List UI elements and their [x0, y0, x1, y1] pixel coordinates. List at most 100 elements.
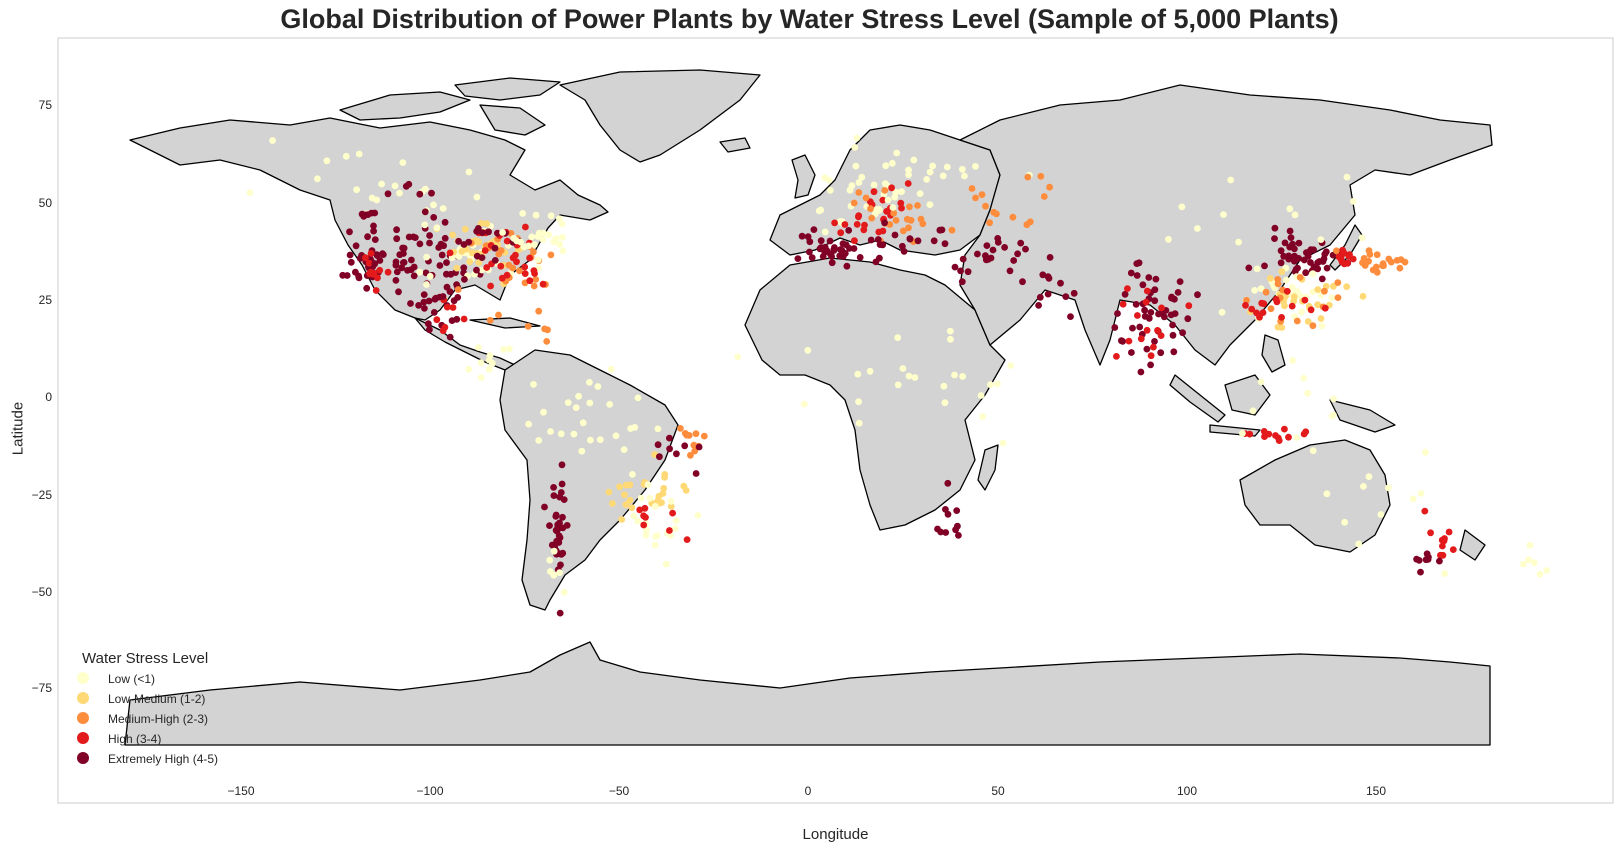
power-plant-point [671, 525, 679, 532]
legend-label: Medium-High (2-3) [108, 712, 208, 726]
power-plant-point [816, 245, 824, 253]
power-plant-point [370, 227, 377, 235]
power-plant-point [495, 311, 502, 319]
power-plant-point [806, 248, 813, 256]
power-plant-point [556, 569, 563, 576]
power-plant-point [376, 266, 384, 274]
power-plant-point [1151, 297, 1159, 305]
power-plant-point [941, 399, 949, 407]
power-plant-point [804, 233, 812, 241]
power-plant-point [843, 262, 851, 270]
power-plant-point [695, 443, 703, 451]
power-plant-point [548, 541, 556, 549]
power-plant-point [425, 297, 433, 305]
power-plant-point [904, 180, 912, 187]
power-plant-point [1333, 247, 1340, 255]
power-plant-point [572, 404, 580, 411]
power-plant-point [530, 282, 538, 290]
power-plant-point [556, 609, 564, 617]
power-plant-point [428, 189, 435, 197]
power-plant-point [642, 531, 650, 539]
power-plant-point [630, 512, 638, 520]
power-plant-point [734, 353, 742, 361]
power-plant-point [1427, 529, 1434, 537]
power-plant-point [1288, 302, 1296, 310]
power-plant-point [374, 274, 381, 282]
power-plant-point [510, 234, 518, 242]
power-plant-point [587, 436, 594, 444]
power-plant-point [1022, 245, 1029, 253]
power-plant-point [943, 163, 951, 171]
power-plant-point [586, 399, 594, 407]
power-plant-point [926, 201, 934, 209]
power-plant-point [1132, 301, 1140, 308]
power-plant-point [1301, 296, 1309, 304]
power-plant-point [828, 253, 835, 260]
power-plant-point [473, 266, 480, 274]
power-plant-point [972, 194, 979, 202]
power-plant-point [461, 225, 469, 233]
power-plant-point [465, 168, 473, 176]
power-plant-point [855, 398, 862, 406]
power-plant-point [477, 374, 485, 381]
power-plant-point [558, 480, 566, 488]
power-plant-point [430, 214, 438, 221]
power-plant-point [872, 258, 880, 266]
power-plant-point [893, 149, 901, 157]
power-plant-point [443, 259, 450, 266]
power-plant-point [521, 263, 529, 271]
power-plant-point [1253, 265, 1261, 273]
power-plant-point [522, 223, 529, 231]
power-plant-point [994, 235, 1002, 242]
power-plant-point [532, 211, 540, 219]
x-axis-label: Longitude [802, 826, 869, 843]
power-plant-point [555, 538, 562, 545]
power-plant-point [879, 196, 887, 204]
power-plant-point [575, 392, 582, 400]
legend: Water Stress Level Low (<1) Low-Medium (… [77, 650, 218, 766]
power-plant-point [986, 219, 993, 227]
power-plant-point [883, 208, 890, 215]
power-plant-point [1067, 313, 1074, 320]
power-plant-point [1339, 246, 1346, 254]
power-plant-point [579, 419, 587, 427]
legend-marker [77, 712, 89, 724]
x-tick-label: 0 [805, 784, 812, 798]
power-plant-point [454, 286, 462, 293]
power-plant-point [370, 222, 377, 230]
power-plant-point [499, 229, 506, 236]
power-plant-point [687, 451, 694, 459]
power-plant-point [373, 252, 381, 259]
power-plant-point [1272, 432, 1279, 439]
power-plant-point [407, 266, 415, 274]
power-plant-point [362, 254, 369, 262]
power-plant-point [634, 394, 642, 402]
power-plant-point [1295, 255, 1303, 262]
power-plant-point [553, 527, 561, 535]
power-plant-point [503, 271, 511, 279]
power-plant-point [1040, 193, 1048, 200]
power-plant-point [1113, 353, 1120, 360]
power-plant-point [881, 180, 889, 188]
power-plant-point [1385, 255, 1393, 263]
power-plant-point [923, 176, 931, 183]
power-plant-point [643, 526, 650, 534]
power-plant-point [1334, 279, 1342, 286]
power-plant-point [959, 255, 967, 263]
power-plant-point [1261, 433, 1268, 440]
power-plant-point [483, 220, 491, 228]
power-plant-point [1422, 556, 1430, 564]
power-plant-point [1227, 176, 1235, 184]
power-plant-point [894, 334, 902, 341]
power-plant-point [1111, 324, 1119, 331]
power-plant-point [951, 371, 958, 379]
power-plant-point [559, 524, 567, 532]
power-plant-point [1355, 540, 1363, 548]
power-plant-point [1127, 269, 1135, 277]
power-plant-point [826, 237, 834, 245]
power-plant-point [505, 261, 513, 269]
power-plant-point [1045, 274, 1053, 282]
antarctica [124, 641, 1491, 746]
power-plant-point [1006, 267, 1014, 275]
power-plant-point [926, 168, 934, 176]
